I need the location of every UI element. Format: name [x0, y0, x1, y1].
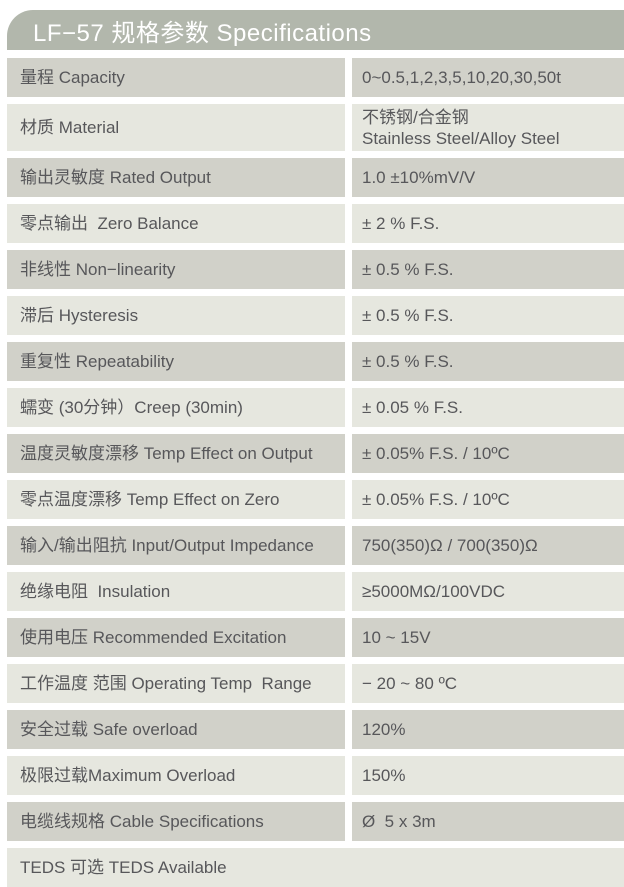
spec-value: 120% [352, 710, 624, 749]
page-title: LF−57 规格参数 Specifications [7, 10, 624, 50]
spec-row: 量程 Capacity 0~0.5,1,2,3,5,10,20,30,50t [7, 58, 624, 97]
spec-label: 重复性 Repeatability [7, 342, 345, 381]
spec-row: 温度灵敏度漂移 Temp Effect on Output ± 0.05% F.S… [7, 434, 624, 473]
spec-row: 绝缘电阻 Insulation ≥5000MΩ/100VDC [7, 572, 624, 611]
spec-value: ± 0.5 % F.S. [352, 250, 624, 289]
spec-label: 非线性 Non−linearity [7, 250, 345, 289]
spec-row: 蠕变 (30分钟）Creep (30min) ± 0.05 % F.S. [7, 388, 624, 427]
spec-table: 量程 Capacity 0~0.5,1,2,3,5,10,20,30,50t 材质 … [7, 58, 624, 887]
spec-label: 极限过载Maximum Overload [7, 756, 345, 795]
spec-value: 1.0 ±10%mV/V [352, 158, 624, 197]
spec-label: 安全过载 Safe overload [7, 710, 345, 749]
spec-label: 绝缘电阻 Insulation [7, 572, 345, 611]
spec-label: 输入/输出阻抗 Input/Output Impedance [7, 526, 345, 565]
spec-label: 滞后 Hysteresis [7, 296, 345, 335]
spec-row: 电缆线规格 Cable Specifications Ø 5 x 3m [7, 802, 624, 841]
spec-label: 工作温度 范围 Operating Temp Range [7, 664, 345, 703]
spec-value-line: 不锈钢/合金钢 [362, 107, 469, 127]
spec-label: 电缆线规格 Cable Specifications [7, 802, 345, 841]
spec-value: 10 ~ 15V [352, 618, 624, 657]
spec-row: 工作温度 范围 Operating Temp Range − 20 ~ 80 ºC [7, 664, 624, 703]
spec-row: 零点温度漂移 Temp Effect on Zero ± 0.05% F.S. /… [7, 480, 624, 519]
spec-label: 零点输出 Zero Balance [7, 204, 345, 243]
spec-row: TEDS 可选 TEDS Available [7, 848, 624, 887]
spec-value-line: Stainless Steel/Alloy Steel [362, 128, 560, 148]
spec-value: ≥5000MΩ/100VDC [352, 572, 624, 611]
spec-row: 材质 Material 不锈钢/合金钢 Stainless Steel/Alloy … [7, 104, 624, 151]
spec-row: 零点输出 Zero Balance ± 2 % F.S. [7, 204, 624, 243]
spec-label: 输出灵敏度 Rated Output [7, 158, 345, 197]
spec-label: 温度灵敏度漂移 Temp Effect on Output [7, 434, 345, 473]
spec-row: 输出灵敏度 Rated Output 1.0 ±10%mV/V [7, 158, 624, 197]
spec-value: ± 0.05 % F.S. [352, 388, 624, 427]
spec-label: 零点温度漂移 Temp Effect on Zero [7, 480, 345, 519]
spec-value: 750(350)Ω / 700(350)Ω [352, 526, 624, 565]
spec-value: Ø 5 x 3m [352, 802, 624, 841]
spec-value: ± 0.05% F.S. / 10ºC [352, 434, 624, 473]
spec-row: 重复性 Repeatability ± 0.5 % F.S. [7, 342, 624, 381]
spec-value: ± 2 % F.S. [352, 204, 624, 243]
spec-row: 极限过载Maximum Overload 150% [7, 756, 624, 795]
spec-label: 材质 Material [7, 104, 345, 151]
spec-label: 量程 Capacity [7, 58, 345, 97]
spec-value: 150% [352, 756, 624, 795]
spec-value: ± 0.05% F.S. / 10ºC [352, 480, 624, 519]
spec-label: 蠕变 (30分钟）Creep (30min) [7, 388, 345, 427]
spec-row: 使用电压 Recommended Excitation 10 ~ 15V [7, 618, 624, 657]
spec-label: TEDS 可选 TEDS Available [7, 848, 624, 887]
spec-row: 非线性 Non−linearity ± 0.5 % F.S. [7, 250, 624, 289]
spec-value: ± 0.5 % F.S. [352, 296, 624, 335]
spec-row: 滞后 Hysteresis ± 0.5 % F.S. [7, 296, 624, 335]
spec-value: ± 0.5 % F.S. [352, 342, 624, 381]
spec-row: 安全过载 Safe overload 120% [7, 710, 624, 749]
spec-row: 输入/输出阻抗 Input/Output Impedance 750(350)Ω … [7, 526, 624, 565]
spec-value: 不锈钢/合金钢 Stainless Steel/Alloy Steel [352, 104, 624, 151]
spec-value: − 20 ~ 80 ºC [352, 664, 624, 703]
spec-value: 0~0.5,1,2,3,5,10,20,30,50t [352, 58, 624, 97]
spec-label: 使用电压 Recommended Excitation [7, 618, 345, 657]
